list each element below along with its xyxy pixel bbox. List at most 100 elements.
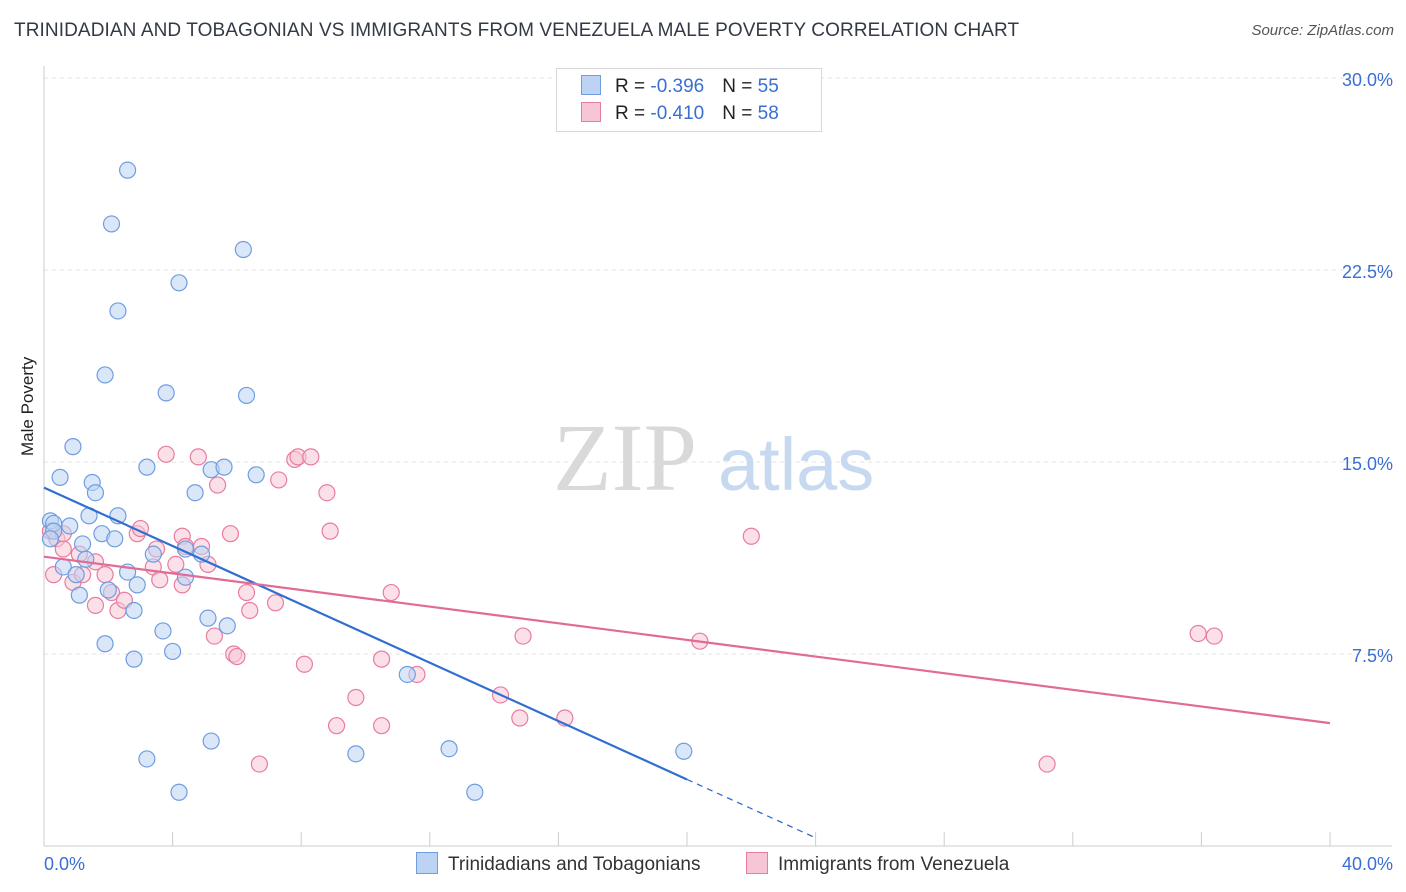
data-point-trinidadians: [675, 742, 693, 760]
data-point-venezuela: [228, 647, 246, 666]
legend-n-label: N =: [722, 76, 758, 97]
data-point-trinidadians: [164, 642, 182, 661]
data-point-venezuela: [1205, 627, 1223, 645]
trend-line-trinidadians-extension: [686, 778, 816, 839]
data-point-trinidadians: [64, 438, 82, 456]
legend-r-value: -0.410: [650, 103, 705, 124]
data-point-venezuela: [302, 448, 320, 466]
legend-swatch-blue: [581, 75, 601, 95]
data-point-venezuela: [237, 583, 256, 602]
x-tick-label: 0.0%: [44, 854, 85, 874]
legend-r-value: -0.396: [650, 76, 705, 97]
data-point-trinidadians: [247, 466, 265, 484]
data-point-trinidadians: [96, 635, 114, 653]
data-point-venezuela: [221, 525, 240, 543]
data-point-venezuela: [1189, 624, 1207, 643]
data-point-venezuela: [270, 471, 288, 489]
data-point-trinidadians: [170, 274, 188, 292]
data-point-venezuela: [189, 448, 207, 466]
data-point-trinidadians: [102, 215, 121, 233]
legend-row-series1: R = -0.396 N = 55: [581, 75, 779, 98]
trend-line-trinidadians: [43, 486, 688, 781]
data-point-trinidadians: [237, 386, 256, 405]
watermark-zip: ZIP: [553, 404, 697, 511]
data-point-trinidadians: [99, 581, 117, 599]
legend-label: Immigrants from Venezuela: [778, 854, 1010, 875]
legend-n-value: 55: [757, 76, 779, 97]
data-point-trinidadians: [199, 609, 217, 627]
bottom-legend-item-trinidadians[interactable]: Trinidadians and Tobagonians: [416, 852, 700, 876]
data-point-venezuela: [1038, 755, 1056, 773]
data-point-trinidadians: [440, 740, 458, 758]
legend-row-series2: R = -0.410 N = 58: [581, 102, 779, 125]
data-point-venezuela: [295, 655, 314, 673]
data-point-trinidadians: [138, 458, 156, 476]
data-point-trinidadians: [170, 783, 188, 801]
data-point-trinidadians: [202, 732, 220, 750]
data-point-trinidadians: [215, 458, 233, 476]
data-point-venezuela: [266, 594, 285, 612]
gridlines: [44, 77, 1392, 655]
data-point-venezuela: [167, 555, 185, 574]
stats-legend: R = -0.396 N = 55 R = -0.410 N = 58: [556, 68, 822, 132]
legend-swatch-blue: [416, 852, 438, 874]
data-point-trinidadians: [398, 665, 416, 684]
data-point-trinidadians: [125, 601, 143, 620]
data-point-venezuela: [96, 566, 114, 584]
legend-r-label: R =: [615, 103, 651, 124]
data-point-venezuela: [205, 627, 223, 645]
legend-swatch-pink: [746, 852, 768, 874]
watermark-atlas: atlas: [718, 423, 874, 506]
legend-swatch-pink: [581, 102, 601, 122]
source-label: Source: ZipAtlas.com: [1251, 22, 1394, 39]
trend-line-venezuela: [43, 555, 1331, 725]
data-point-venezuela: [318, 484, 336, 502]
data-point-trinidadians: [144, 545, 162, 563]
data-point-trinidadians: [118, 161, 137, 179]
data-point-venezuela: [241, 601, 259, 620]
data-point-trinidadians: [109, 302, 127, 320]
data-point-trinidadians: [154, 622, 172, 640]
data-point-trinidadians: [234, 240, 252, 259]
data-point-venezuela: [372, 717, 391, 735]
data-point-trinidadians: [176, 568, 195, 586]
data-point-trinidadians: [125, 650, 143, 668]
data-point-trinidadians: [138, 750, 156, 768]
data-point-venezuela: [382, 583, 400, 602]
legend-label: Trinidadians and Tobagonians: [448, 854, 701, 875]
data-point-venezuela: [86, 596, 105, 614]
data-point-trinidadians: [96, 366, 114, 384]
data-point-trinidadians: [86, 484, 105, 502]
y-tick-label: 30.0%: [1342, 70, 1393, 90]
trend-lines: [43, 486, 1331, 839]
chart-title: TRINIDADIAN AND TOBAGONIAN VS IMMIGRANTS…: [14, 20, 1020, 41]
data-point-trinidadians: [41, 530, 60, 548]
data-point-venezuela: [250, 755, 269, 773]
y-tick-label: 15.0%: [1342, 454, 1393, 474]
data-point-venezuela: [372, 650, 391, 668]
points-trinidadians: [41, 161, 693, 801]
legend-n-value: 58: [757, 103, 779, 124]
y-tick-label: 7.5%: [1352, 646, 1393, 666]
data-point-venezuela: [327, 717, 346, 735]
data-point-trinidadians: [218, 617, 236, 635]
data-point-venezuela: [209, 476, 227, 494]
data-point-trinidadians: [347, 745, 365, 763]
data-point-trinidadians: [157, 384, 175, 402]
data-point-venezuela: [151, 571, 169, 589]
data-point-venezuela: [54, 540, 72, 558]
data-point-trinidadians: [61, 517, 79, 535]
legend-r-label: R =: [615, 76, 651, 97]
data-point-venezuela: [347, 688, 365, 707]
data-point-venezuela: [514, 627, 532, 645]
data-point-trinidadians: [77, 550, 95, 568]
data-point-venezuela: [511, 709, 529, 727]
data-point-trinidadians: [51, 468, 69, 486]
data-point-trinidadians: [67, 566, 85, 584]
legend-n-label: N =: [722, 103, 758, 124]
axes: [43, 66, 1392, 847]
data-point-venezuela: [157, 445, 175, 463]
bottom-legend-item-venezuela[interactable]: Immigrants from Venezuela: [746, 852, 1009, 876]
data-point-trinidadians: [128, 576, 146, 594]
data-point-trinidadians: [186, 484, 204, 502]
